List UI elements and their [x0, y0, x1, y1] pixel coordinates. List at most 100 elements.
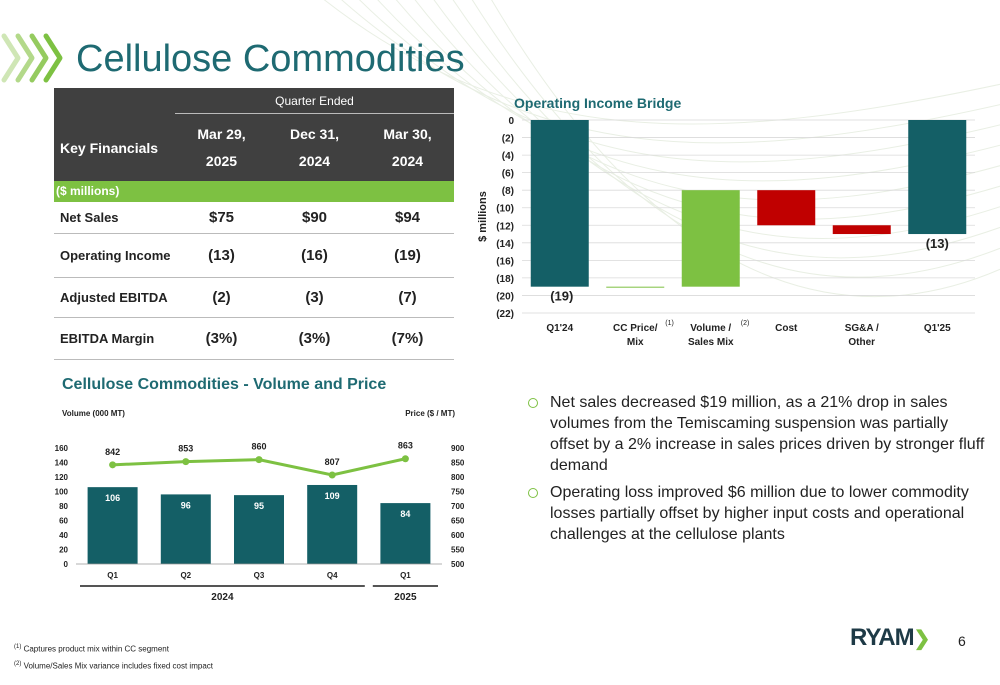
- volume-bar: [380, 503, 431, 564]
- group-label: 2025: [394, 592, 417, 603]
- column-header: Dec 31, 2024: [268, 114, 361, 181]
- x-tick-label: CC Price/: [613, 323, 658, 334]
- cell: $90: [301, 209, 328, 226]
- y2-tick-label: 750: [451, 488, 465, 497]
- table-row: Operating Income (13) (16) (19): [54, 234, 454, 278]
- cell: $94: [394, 209, 421, 226]
- footnote-marker: (2): [14, 661, 22, 667]
- footnote: (1) Captures product mix within CC segme…: [14, 644, 169, 654]
- y-tick-label: (14): [496, 239, 514, 250]
- page-title: Cellulose Commodities: [76, 38, 465, 80]
- volume-data-label: 109: [325, 491, 340, 501]
- y-axis-label: $ millions: [477, 191, 489, 242]
- y-tick-label: (2): [502, 134, 514, 145]
- footnote-marker: (1): [665, 320, 674, 327]
- key-financials-header: Key Financials: [60, 139, 159, 156]
- bullet-text: Operating loss improved $6 million due t…: [550, 484, 969, 543]
- y-axis-label: Volume (000 MT): [62, 409, 125, 418]
- volume-bar: [234, 495, 284, 564]
- y2-tick-label: 500: [451, 560, 465, 569]
- column-date: Mar 29,: [197, 125, 246, 142]
- bridge-chart-title: Operating Income Bridge: [514, 95, 682, 111]
- cell: (2): [212, 289, 231, 306]
- y-tick-label: 20: [59, 546, 68, 555]
- cell: (3): [305, 289, 324, 306]
- y-tick-label: (22): [496, 309, 514, 320]
- price-point: [182, 458, 190, 466]
- price-point: [109, 461, 117, 469]
- price-point: [401, 455, 409, 463]
- logo-chevron-icon: ❯: [913, 628, 931, 650]
- volume-bar: [307, 484, 358, 564]
- bullet-icon: [528, 398, 538, 408]
- ryam-logo: RYAM❯: [850, 624, 931, 652]
- list-item: Net sales decreased $19 million, as a 21…: [528, 392, 988, 476]
- footnote-marker: (2): [741, 320, 750, 327]
- logo-text: RYAM: [850, 624, 915, 651]
- price-data-label: 863: [398, 441, 413, 451]
- table-row: EBITDA Margin (3%) (3%) (7%): [54, 318, 454, 360]
- volume-data-label: 84: [400, 509, 410, 519]
- column-year: 2024: [391, 153, 424, 170]
- y-tick-label: 100: [55, 488, 69, 497]
- column-year: 2024: [298, 153, 331, 170]
- price-point: [328, 471, 336, 479]
- x-tick-label: Q3: [254, 571, 265, 580]
- x-tick-label: Cost: [775, 323, 798, 334]
- y-tick-label: 0: [64, 560, 69, 569]
- y-tick-label: (20): [496, 291, 514, 302]
- x-tick-label: Q1'25: [924, 323, 951, 334]
- y2-tick-label: 600: [451, 531, 465, 540]
- footnote-text: Captures product mix within CC segment: [23, 644, 169, 654]
- row-label: Net Sales: [60, 210, 119, 225]
- table-row: Adjusted EBITDA (2) (3) (7): [54, 278, 454, 318]
- y-tick-label: (10): [496, 204, 514, 215]
- volume-price-chart: Volume (000 MT) Price ($ / MT) 0 20 40 60 80 10…: [55, 409, 465, 603]
- column-header: Mar 29, 2025: [175, 114, 268, 181]
- units-row: ($ millions): [54, 181, 454, 202]
- price-data-label: 860: [251, 442, 266, 452]
- y-tick-label: (4): [502, 151, 514, 162]
- bar-value-label: (13): [926, 236, 949, 251]
- x-tick-label-line2: Sales Mix: [688, 337, 734, 348]
- y-tick-label: (18): [496, 274, 514, 285]
- price-point: [255, 456, 263, 464]
- chevrons-icon: [1, 33, 63, 83]
- volume-data-label: 95: [254, 501, 264, 511]
- column-date: Mar 30,: [383, 125, 432, 142]
- cell: (7): [398, 289, 417, 306]
- y2-tick-label: 800: [451, 473, 465, 482]
- row-label: Adjusted EBITDA: [60, 290, 168, 305]
- footnote-marker: (1): [14, 644, 22, 650]
- x-tick-label-line2: Mix: [627, 337, 644, 348]
- bullet-icon: [528, 488, 538, 498]
- cell: (16): [301, 247, 328, 264]
- table-column-headers: Key Financials Mar 29, 2025 Dec 31, 2024…: [54, 114, 454, 181]
- waterfall-bar: [681, 190, 740, 287]
- y-tick-label: (8): [502, 186, 514, 197]
- y-tick-label: (6): [502, 169, 514, 180]
- y-tick-label: (12): [496, 221, 514, 232]
- cell: $75: [208, 209, 235, 226]
- column-header: Mar 30, 2024: [361, 114, 454, 181]
- page-number: 6: [958, 633, 966, 649]
- operating-income-bridge-chart: 0 (2) (4) (6) (8) (10) (12) (14) (16) (18) (20) (22…: [477, 116, 975, 348]
- table-header-row: Quarter Ended: [54, 88, 454, 114]
- y2-tick-label: 850: [451, 459, 465, 468]
- x-tick-label: SG&A /: [845, 323, 879, 334]
- column-year: 2025: [205, 153, 238, 170]
- price-data-label: 853: [178, 444, 193, 454]
- x-tick-label: Q2: [180, 571, 191, 580]
- x-tick-label: Q4: [327, 571, 338, 580]
- waterfall-bar: [832, 225, 891, 235]
- y-tick-label: 40: [59, 531, 68, 540]
- bullet-text: Net sales decreased $19 million, as a 21…: [550, 394, 985, 474]
- table-row: Net Sales $75 $90 $94: [54, 202, 454, 234]
- y-tick-label: 160: [55, 444, 69, 453]
- cell: (19): [394, 247, 421, 264]
- waterfall-bar: [530, 120, 589, 287]
- group-label: 2024: [211, 592, 234, 603]
- row-label: EBITDA Margin: [60, 331, 155, 346]
- cell: (3%): [205, 330, 238, 347]
- price-data-label: 842: [105, 447, 120, 457]
